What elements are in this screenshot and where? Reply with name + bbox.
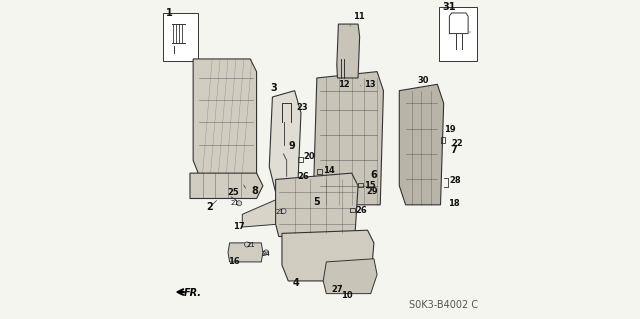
Text: 29: 29 bbox=[366, 187, 378, 196]
Text: 13: 13 bbox=[364, 80, 376, 90]
Circle shape bbox=[237, 201, 242, 206]
Text: 28: 28 bbox=[449, 176, 461, 185]
Text: 31: 31 bbox=[442, 2, 456, 12]
Text: 30: 30 bbox=[418, 76, 429, 85]
Text: 21: 21 bbox=[276, 209, 284, 215]
Text: 12: 12 bbox=[338, 80, 350, 90]
Text: 9: 9 bbox=[289, 141, 296, 151]
Text: 22: 22 bbox=[451, 139, 463, 148]
Text: 1: 1 bbox=[166, 8, 173, 18]
Polygon shape bbox=[276, 173, 358, 237]
Polygon shape bbox=[269, 91, 301, 192]
Text: 23: 23 bbox=[296, 103, 308, 112]
Text: 3: 3 bbox=[271, 83, 278, 93]
FancyBboxPatch shape bbox=[439, 7, 477, 61]
Text: 20: 20 bbox=[303, 152, 315, 161]
Polygon shape bbox=[314, 72, 383, 205]
Text: 19: 19 bbox=[444, 125, 456, 134]
Polygon shape bbox=[323, 259, 377, 293]
Text: 21: 21 bbox=[230, 200, 239, 206]
Text: 2: 2 bbox=[206, 202, 212, 211]
Polygon shape bbox=[243, 198, 288, 227]
Text: S0K3-B4002 C: S0K3-B4002 C bbox=[409, 300, 478, 310]
Text: 21: 21 bbox=[246, 242, 255, 248]
Circle shape bbox=[281, 209, 286, 214]
Text: 7: 7 bbox=[450, 145, 457, 154]
Text: 25: 25 bbox=[227, 188, 239, 197]
Polygon shape bbox=[228, 243, 263, 262]
Text: FR.: FR. bbox=[184, 288, 202, 298]
Text: 6: 6 bbox=[371, 170, 378, 180]
Text: 15: 15 bbox=[364, 181, 376, 190]
Text: 10: 10 bbox=[340, 291, 352, 300]
Text: 4: 4 bbox=[293, 278, 300, 288]
Text: 5: 5 bbox=[314, 197, 321, 207]
Text: 27: 27 bbox=[331, 285, 343, 294]
Polygon shape bbox=[190, 173, 263, 198]
Text: 16: 16 bbox=[228, 256, 240, 265]
Text: 17: 17 bbox=[233, 222, 244, 231]
Circle shape bbox=[244, 242, 250, 247]
Polygon shape bbox=[282, 230, 374, 281]
Text: 11: 11 bbox=[353, 12, 365, 21]
Polygon shape bbox=[193, 59, 257, 176]
Text: 26: 26 bbox=[298, 173, 310, 182]
Text: 26: 26 bbox=[355, 206, 367, 215]
Polygon shape bbox=[399, 84, 444, 205]
Text: 14: 14 bbox=[323, 166, 334, 175]
Text: 18: 18 bbox=[449, 199, 460, 208]
Polygon shape bbox=[337, 24, 360, 78]
Text: 8: 8 bbox=[252, 186, 259, 196]
FancyBboxPatch shape bbox=[163, 13, 198, 61]
Text: 24: 24 bbox=[262, 251, 271, 257]
Circle shape bbox=[264, 250, 269, 255]
